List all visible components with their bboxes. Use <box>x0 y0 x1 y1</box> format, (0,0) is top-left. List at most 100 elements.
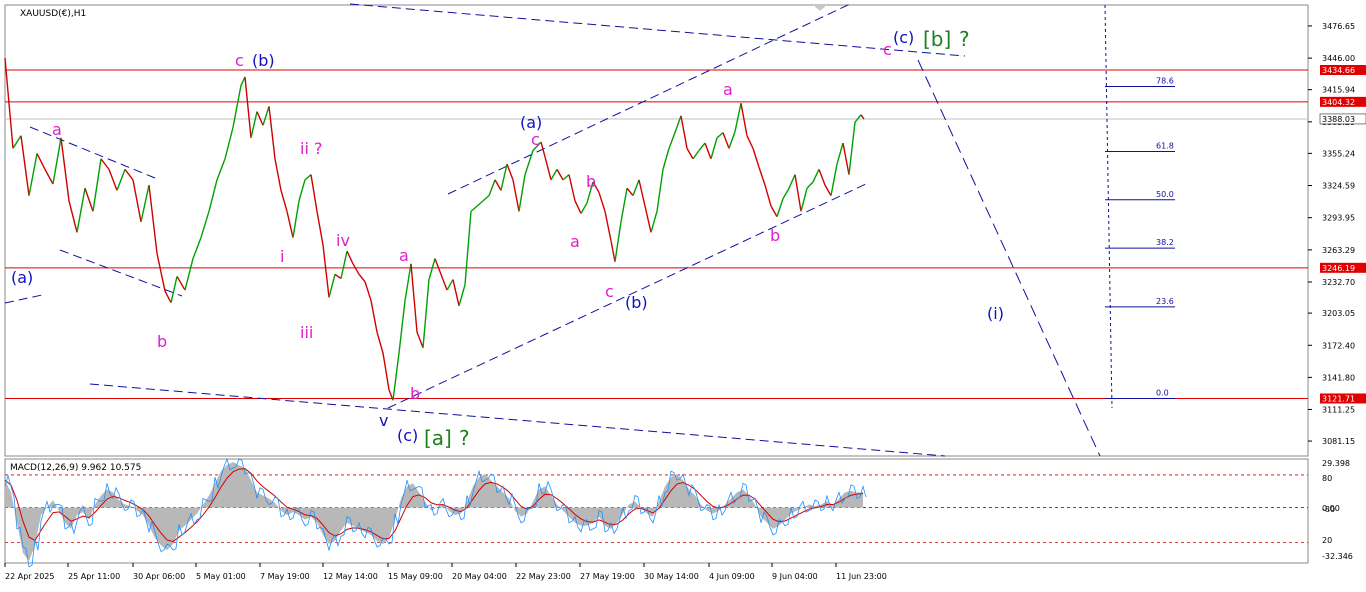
time-tick-label: 22 May 23:00 <box>516 572 571 581</box>
macd-tick-label: 0.00 <box>1322 504 1340 513</box>
level-price-tag-label: 3404.32 <box>1322 98 1355 107</box>
wave-label-b2: b <box>410 384 420 403</box>
wave-label-c2: c <box>531 130 540 149</box>
price-segment <box>592 181 600 193</box>
price-segment <box>494 179 502 191</box>
price-segment <box>108 169 118 191</box>
time-tick-label: 30 Apr 06:00 <box>133 572 185 581</box>
time-tick-label: 5 May 01:00 <box>196 572 246 581</box>
price-segment <box>322 244 330 298</box>
channel-rising-line <box>447 3 851 195</box>
macd-tick-label: 29.398 <box>1322 459 1350 468</box>
level-price-tag <box>1320 262 1366 273</box>
price-segment <box>854 114 862 123</box>
price-segment <box>392 352 400 401</box>
price-segment <box>4 58 14 149</box>
price-segment <box>232 85 242 128</box>
price-segment <box>824 184 832 196</box>
price-segment <box>476 200 484 207</box>
price-segment <box>44 169 54 185</box>
price-segment <box>124 168 134 181</box>
price-segment <box>626 187 634 197</box>
price-segment <box>674 115 682 133</box>
vertical-time-marker <box>1104 4 1113 409</box>
price-segment <box>842 142 850 175</box>
price-segment <box>224 127 234 160</box>
price-segment <box>598 192 606 212</box>
wave-label-a-left: (a) <box>11 268 33 287</box>
price-segment <box>604 211 612 241</box>
macd-main-line <box>4 457 867 568</box>
price-segment <box>728 131 736 149</box>
price-segment <box>734 103 742 132</box>
current-price-tag <box>1319 113 1366 125</box>
level-price-tag-label: 3121.71 <box>1322 394 1355 403</box>
price-segment <box>52 137 62 185</box>
price-segment <box>216 158 226 181</box>
price-segment <box>422 279 430 348</box>
wave-label-c-paren-top: (c) <box>893 28 914 47</box>
scroll-marker-icon[interactable] <box>812 4 828 11</box>
price-segment <box>382 352 390 390</box>
price-segment <box>376 331 384 354</box>
price-segment <box>140 184 150 222</box>
price-segment <box>716 132 724 139</box>
price-segment <box>540 141 546 157</box>
price-segment <box>512 179 520 212</box>
price-segment <box>764 184 772 207</box>
price-segment <box>650 211 658 233</box>
price-segment <box>304 174 312 181</box>
price-segment <box>84 188 94 212</box>
price-tick-label: 3203.05 <box>1322 309 1355 318</box>
level-price-tag-label: 3434.66 <box>1322 66 1355 75</box>
price-segment <box>452 279 460 306</box>
time-tick-label: 7 May 19:00 <box>260 572 310 581</box>
time-tick-label: 25 Apr 11:00 <box>68 572 120 581</box>
wave-label-v: v <box>379 411 388 430</box>
price-segment <box>280 190 288 212</box>
fib-level-label: 38.2 <box>1156 238 1174 247</box>
price-segment <box>550 169 558 181</box>
price-segment <box>556 169 564 181</box>
price-segment <box>812 169 820 183</box>
price-segment <box>334 273 342 280</box>
macd-tick-label: -32.346 <box>1322 552 1353 561</box>
price-tick-label: 3172.40 <box>1322 341 1355 350</box>
wave-label-c4: c <box>883 40 892 59</box>
price-segment <box>28 153 38 196</box>
price-segment <box>794 174 802 212</box>
wave-label-a4: a <box>723 80 733 99</box>
chart-title: XAUUSD(€),H1 <box>20 9 86 19</box>
price-segment <box>434 258 442 275</box>
channel-lower-line <box>387 182 869 409</box>
price-segment <box>788 174 796 189</box>
wave-label-q-bottom: ? <box>459 426 470 450</box>
wave-label-a2: a <box>399 246 409 265</box>
price-segment <box>668 132 676 149</box>
price-segment <box>262 106 270 126</box>
price-segment <box>740 103 748 136</box>
price-segment <box>60 137 70 201</box>
level-price-tag <box>1320 96 1366 107</box>
price-segment <box>836 142 844 165</box>
macd-label: MACD(12,26,9) 9.962 10.575 <box>10 463 141 473</box>
macd-tick-label: -80 <box>1322 505 1335 514</box>
price-segment <box>244 76 252 138</box>
wave-label-b-low: b <box>157 332 167 351</box>
price-segment <box>758 167 766 186</box>
price-segment <box>208 179 218 212</box>
price-segment <box>488 179 496 196</box>
wave-label-b-bracket: [b] <box>923 27 951 51</box>
level-lines <box>5 69 1308 399</box>
price-segment <box>544 156 552 181</box>
price-segment <box>358 273 366 283</box>
price-segment <box>200 211 210 238</box>
price-tags: 3434.66 3404.32 3246.19 3121.71 3388.03 <box>1319 65 1366 404</box>
price-segment <box>568 174 576 202</box>
bottom-base-line <box>89 383 946 457</box>
time-tick-label: 11 Jun 23:00 <box>836 572 887 581</box>
price-segment <box>256 111 264 126</box>
level-price-tag <box>1320 65 1366 76</box>
